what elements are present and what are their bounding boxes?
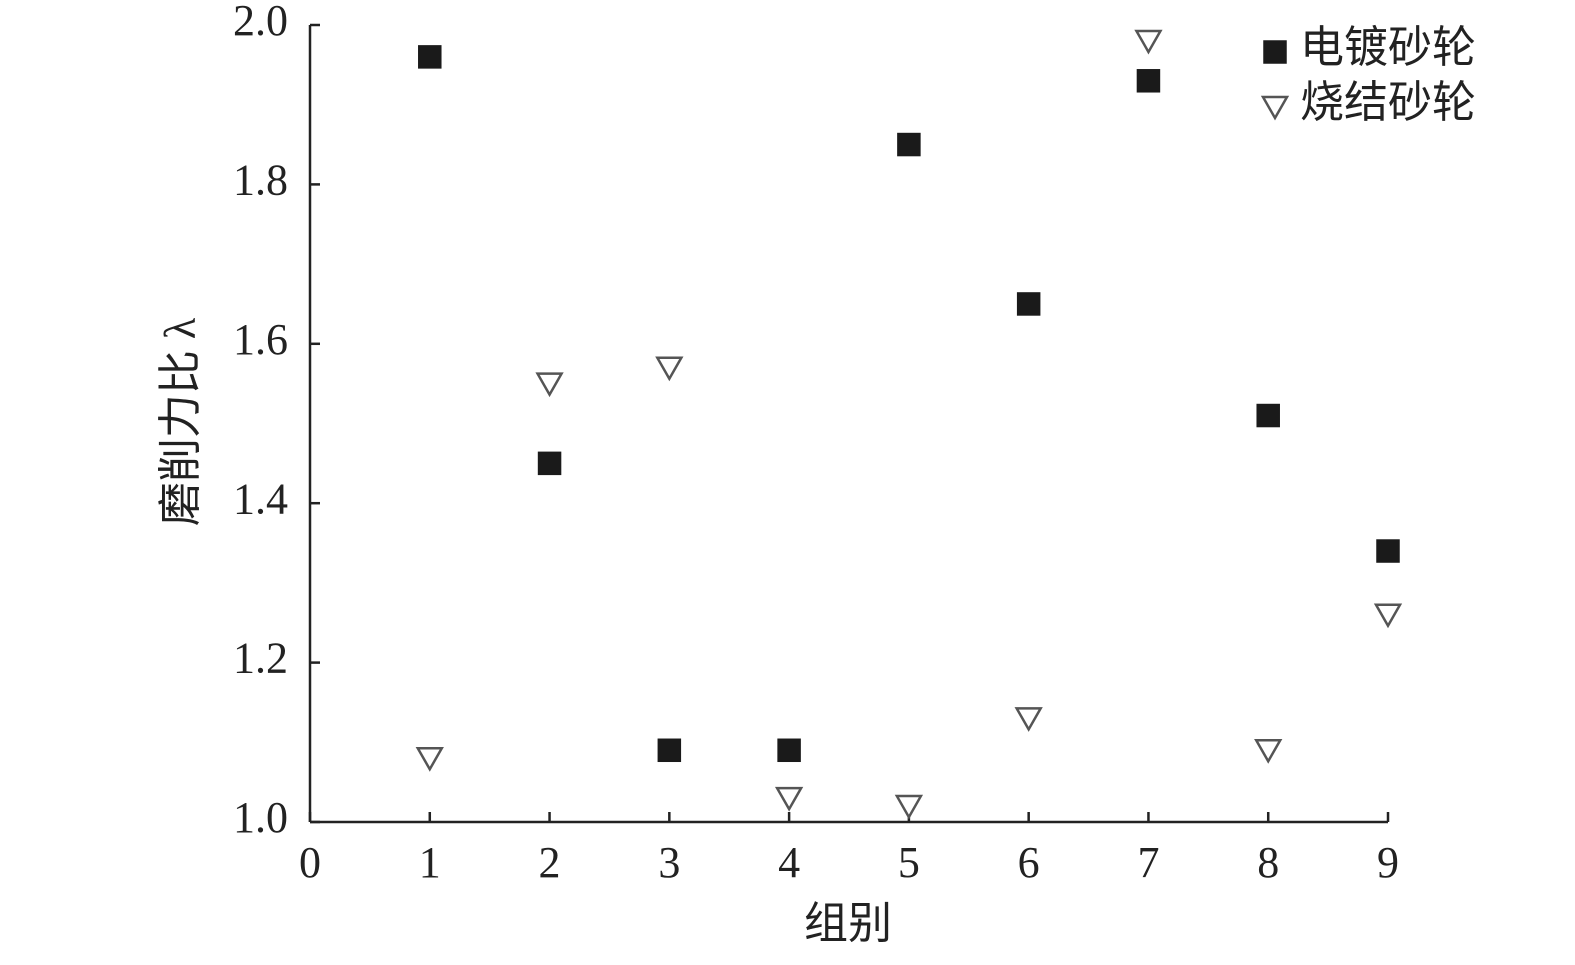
y-tick-label: 1.2 — [233, 634, 288, 683]
legend-marker — [1263, 40, 1287, 64]
x-axis-label: 组别 — [804, 899, 892, 948]
x-tick-label: 0 — [299, 838, 321, 887]
y-tick-label: 1.0 — [233, 793, 288, 842]
x-tick-label: 9 — [1377, 838, 1399, 887]
x-tick-label: 4 — [778, 838, 800, 887]
y-tick-label: 1.8 — [233, 155, 288, 204]
point — [1376, 539, 1400, 563]
x-tick-label: 6 — [1018, 838, 1040, 887]
legend-label: 烧结砂轮 — [1300, 78, 1476, 127]
point — [1256, 403, 1280, 428]
point — [1134, 29, 1163, 55]
y-tick-label: 2.0 — [233, 0, 288, 45]
point — [897, 132, 921, 157]
point — [655, 356, 684, 382]
y-tick-label: 1.6 — [233, 315, 288, 364]
legend-marker — [1260, 95, 1290, 121]
point — [894, 794, 924, 820]
x-tick-label: 1 — [419, 838, 441, 887]
point — [1254, 739, 1283, 764]
point — [657, 738, 682, 763]
x-tick-label: 3 — [658, 838, 680, 887]
point — [1014, 707, 1043, 732]
point — [1373, 603, 1403, 629]
x-tick-label: 2 — [539, 838, 561, 887]
x-tick-label: 5 — [898, 838, 920, 887]
point — [418, 45, 442, 69]
x-tick-label: 7 — [1137, 838, 1159, 887]
point — [415, 746, 444, 772]
point — [535, 372, 564, 398]
y-tick-label: 1.4 — [233, 474, 288, 523]
point — [537, 451, 562, 476]
point — [1136, 69, 1161, 93]
x-tick-label: 8 — [1257, 838, 1279, 887]
point — [774, 786, 804, 812]
legend-label: 电镀砂轮 — [1300, 23, 1476, 72]
point — [1016, 292, 1041, 316]
y-axis-label: 磨削力比 λ — [156, 317, 205, 526]
point — [777, 738, 801, 763]
